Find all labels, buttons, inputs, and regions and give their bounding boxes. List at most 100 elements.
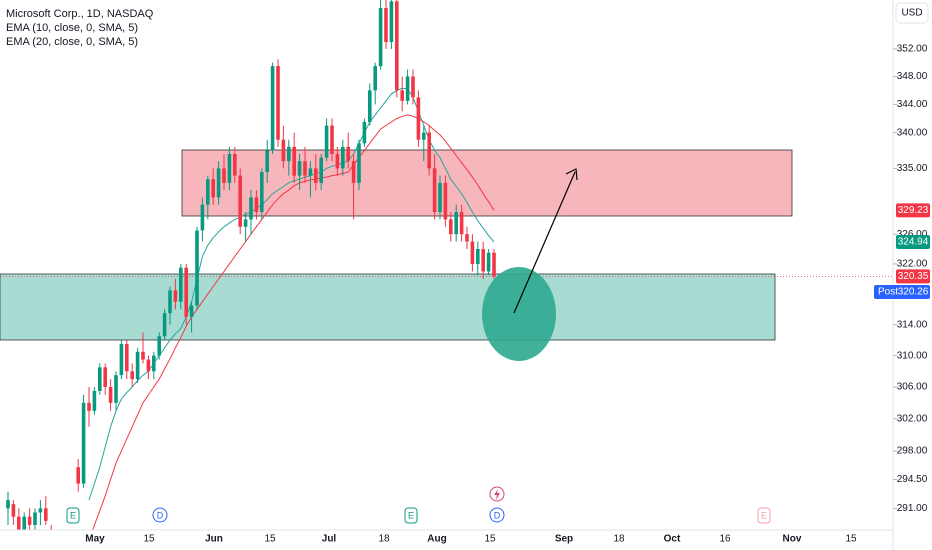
y-tick-label: 310.00 — [897, 350, 928, 361]
candle-body — [157, 336, 161, 356]
candle-body — [303, 161, 307, 176]
candle-body — [227, 154, 232, 183]
event-label: D — [157, 510, 164, 520]
candle-body — [222, 168, 226, 183]
candle-body — [443, 182, 448, 220]
y-tick-label: 322.00 — [897, 259, 928, 270]
x-tick-label: Jun — [205, 534, 223, 545]
price-label: 320.35 — [898, 271, 929, 282]
candle-body — [119, 343, 124, 376]
candle-body — [249, 197, 253, 220]
candle-body — [314, 168, 318, 183]
x-tick-label: 15 — [143, 534, 155, 545]
event-marker[interactable]: D — [489, 507, 505, 523]
candle-body — [276, 66, 280, 140]
candle-body — [454, 212, 458, 235]
post-tag: Post — [878, 287, 898, 298]
chart-title: Microsoft Corp., 1D, NASDAQ — [6, 8, 154, 20]
x-tick-label: 18 — [613, 534, 625, 545]
candle-body — [195, 230, 199, 306]
price-label-box — [896, 269, 930, 284]
ema-line — [92, 114, 495, 530]
event-marker[interactable]: D — [152, 507, 168, 523]
candle-body — [114, 375, 118, 403]
candle-body — [389, 1, 394, 43]
candle-body — [260, 171, 264, 213]
candle-body — [416, 97, 421, 140]
candle-body — [254, 197, 259, 213]
candle-body — [216, 168, 221, 198]
candle-body — [33, 512, 37, 525]
y-tick-label: 340.00 — [897, 127, 928, 138]
candle-body — [368, 90, 372, 122]
x-tick-label: May — [85, 534, 105, 545]
event-label: D — [494, 510, 501, 520]
x-tick-label: Sep — [555, 534, 573, 545]
event-marker[interactable]: E — [757, 507, 771, 524]
event-shape — [404, 507, 418, 524]
price-label-box — [896, 235, 930, 250]
candle-body — [432, 168, 437, 213]
y-tick-label: 352.00 — [897, 44, 928, 55]
candle-body — [481, 248, 485, 272]
price-label-box — [896, 203, 930, 218]
post-price: 320.26 — [898, 287, 929, 298]
candle-body — [87, 402, 91, 411]
event-marker[interactable]: E — [66, 507, 80, 524]
x-tick-label: Aug — [427, 534, 446, 545]
x-tick-label: Oct — [664, 534, 681, 545]
candle-body — [270, 66, 275, 151]
candle-body — [238, 175, 242, 227]
candle-body — [38, 508, 43, 513]
candle-body — [162, 313, 167, 337]
y-tick-label: 344.00 — [897, 99, 928, 110]
event-shape — [152, 507, 168, 523]
price-label: 324.94 — [898, 237, 929, 248]
drawings — [0, 149, 793, 341]
candle-body — [459, 212, 464, 235]
event-shape — [489, 507, 505, 523]
candle-body — [330, 125, 334, 155]
arrow-line — [513, 171, 576, 314]
candle-body — [319, 157, 323, 183]
x-tick-label: 15 — [845, 534, 857, 545]
y-tick-label: 294.50 — [897, 474, 928, 485]
candle-body — [211, 179, 215, 198]
drawings-top — [482, 168, 578, 361]
post-label-box — [874, 285, 930, 300]
candle-body — [287, 146, 291, 162]
ema-line — [88, 87, 495, 501]
candle-body — [6, 500, 10, 509]
candle-body — [168, 290, 172, 314]
y-tick-label: 291.00 — [897, 503, 928, 514]
candle-body — [11, 504, 16, 517]
candle-body — [179, 267, 183, 302]
lightning — [494, 489, 500, 500]
candle-body — [465, 234, 469, 242]
candle-body — [76, 467, 80, 484]
candle-body — [378, 8, 383, 67]
x-tick-label: 18 — [378, 534, 390, 545]
candle-body — [297, 161, 302, 176]
candle-body — [141, 351, 145, 360]
candle-body — [265, 150, 269, 172]
candle-body — [98, 367, 102, 391]
candle-body — [308, 168, 313, 176]
candle-body — [189, 305, 194, 318]
event-marker[interactable]: E — [404, 507, 418, 524]
candle-body — [173, 290, 178, 302]
currency-box[interactable] — [895, 2, 929, 24]
candle-body — [351, 161, 356, 183]
event-label: E — [761, 510, 767, 520]
resistance-zone — [181, 149, 793, 217]
x-tick-label: Nov — [783, 534, 802, 545]
indicator-label: EMA (20, close, 0, SMA, 5) — [6, 36, 138, 48]
candle-body — [17, 516, 21, 530]
x-tick-label: Jul — [322, 534, 337, 545]
y-tick-label: 335.00 — [897, 163, 928, 174]
candle-body — [49, 533, 53, 550]
event-label: E — [408, 510, 414, 520]
candle-body — [438, 182, 442, 213]
candle-body — [449, 219, 453, 235]
